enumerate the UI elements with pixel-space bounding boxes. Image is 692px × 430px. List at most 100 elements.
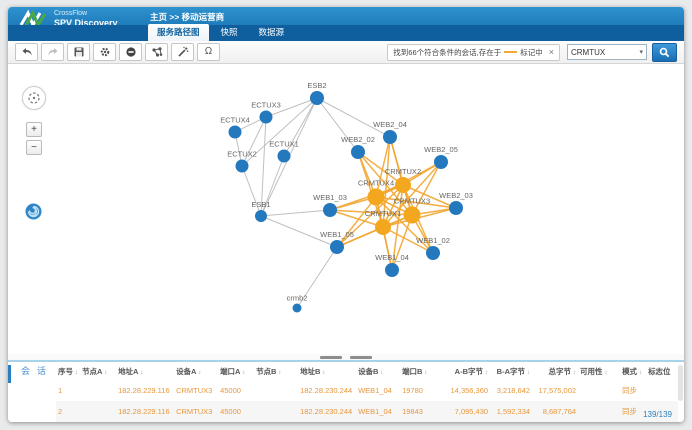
table-cell: 182.28.230.244 xyxy=(298,401,357,422)
sort-icon[interactable]: ↕ xyxy=(571,369,577,376)
table-cell: 19780 xyxy=(402,386,423,395)
settings-button[interactable] xyxy=(93,43,116,61)
graph-node-WEB2_05[interactable] xyxy=(434,155,448,169)
column-header: 标志位 xyxy=(648,367,671,376)
fit-view-button[interactable] xyxy=(22,86,46,110)
column-header[interactable]: 设备A ↕ xyxy=(176,367,202,376)
zoom-out-button[interactable]: − xyxy=(26,140,42,155)
column-header[interactable]: 端口B ↕ xyxy=(402,367,428,376)
tab-快照[interactable]: 快照 xyxy=(220,27,238,37)
chevron-down-icon[interactable]: ▾ xyxy=(639,49,643,56)
splitter-handle[interactable] xyxy=(320,355,342,359)
column-header[interactable]: 序号 ↕ xyxy=(58,367,79,376)
tab-服务路径图[interactable]: 服务路径图 xyxy=(148,24,209,41)
table-scrollbar[interactable] xyxy=(678,365,683,401)
column-header[interactable]: 设备B ↕ xyxy=(358,367,384,376)
column-header[interactable]: 总字节 ↕ xyxy=(548,367,577,376)
graph-node-WEB2_02[interactable] xyxy=(351,145,365,159)
graph-node-label: WEB1_03 xyxy=(313,193,347,202)
graph-node-CRMTUX3[interactable] xyxy=(403,206,421,224)
graph-node-ECTUX3[interactable] xyxy=(259,110,273,124)
sort-icon[interactable]: ↕ xyxy=(73,369,79,376)
graph-node-ECTUX2[interactable] xyxy=(235,159,249,173)
table-cell: 8,687,764 xyxy=(532,401,579,422)
graph-node-crmb2[interactable] xyxy=(292,303,302,313)
graph-node-label: ECTUX1 xyxy=(269,140,299,149)
sort-icon[interactable]: ↕ xyxy=(637,369,643,376)
column-header[interactable]: 端口A ↕ xyxy=(220,367,246,376)
table-cell: 3,218,642 xyxy=(496,386,531,395)
graph-node-WEB1_02[interactable] xyxy=(426,246,440,260)
graph-node-WEB2_03[interactable] xyxy=(449,201,463,215)
column-header[interactable]: 节点B ↕ xyxy=(256,367,282,376)
graph-edge-ECTUX2-ESB1 xyxy=(241,165,262,217)
graph-edge-CRMTUX3-WEB2_05 xyxy=(411,161,442,216)
save-button[interactable] xyxy=(67,43,90,61)
table-cell xyxy=(254,380,298,401)
graph-node-CRMTUX4[interactable] xyxy=(367,188,385,206)
undo-button[interactable] xyxy=(15,43,38,61)
sort-icon[interactable]: ↕ xyxy=(276,369,282,376)
sort-icon[interactable]: ↕ xyxy=(196,369,202,376)
sort-icon[interactable]: ↕ xyxy=(483,369,489,376)
column-header[interactable]: 地址B ↕ xyxy=(300,367,326,376)
sort-icon[interactable]: ↕ xyxy=(378,369,384,376)
disable-button[interactable] xyxy=(119,43,142,61)
table-row[interactable]: 2 182.28.229.116 CRMTUX3 45000 182.28.230.24… xyxy=(56,401,679,422)
search-combobox[interactable]: CRMTUX ▾ xyxy=(567,44,647,60)
save-icon xyxy=(74,47,83,57)
redo-button[interactable] xyxy=(41,43,64,61)
topology-canvas[interactable]: ESB2 ECTUX3 ECTUX4 ECTUX1 ECTUX2 WEB2_02 WEB2_… xyxy=(8,64,684,360)
graph-edge-WEB1_05-crmb2 xyxy=(296,246,338,309)
splitter-handle[interactable] xyxy=(350,355,372,359)
sort-icon[interactable]: ↕ xyxy=(525,369,531,376)
graph-edge-CRMTUX2-WEB1_05 xyxy=(336,184,404,248)
table-cell: 17,575,002 xyxy=(538,386,577,395)
zoom-in-button[interactable]: + xyxy=(26,122,42,137)
graph-edge-ESB1-WEB1_05 xyxy=(260,215,338,248)
notice-close-icon[interactable]: × xyxy=(548,47,554,57)
sort-icon[interactable]: ↕ xyxy=(602,369,608,376)
graph-node-WEB1_03[interactable] xyxy=(323,203,337,217)
session-panel-icon[interactable]: 会 xyxy=(21,366,31,376)
lasso-select-button[interactable]: Ω xyxy=(197,43,220,61)
graph-node-ESB2[interactable] xyxy=(310,91,324,105)
graph-node-CRMTUX2[interactable] xyxy=(395,177,411,193)
session-panel-icon[interactable]: 话 xyxy=(37,366,47,376)
app-logo: CrossFlow SPV Discovery xyxy=(18,9,118,29)
column-header[interactable]: 地址A ↕ xyxy=(118,367,144,376)
magic-wand-button[interactable] xyxy=(171,43,194,61)
breadcrumb[interactable]: 主页 >> 移动运营商 xyxy=(150,12,225,22)
graph-node-WEB2_04[interactable] xyxy=(383,130,397,144)
sort-icon[interactable]: ↕ xyxy=(138,369,144,376)
topology-layout-button[interactable] xyxy=(145,43,168,61)
graph-node-CRMTUX1[interactable] xyxy=(375,219,391,235)
column-header[interactable]: 可用性 ↕ xyxy=(580,367,608,376)
search-button[interactable] xyxy=(652,42,677,62)
column-header[interactable]: 模式 ↕ xyxy=(622,367,643,376)
spiral-layout-button[interactable] xyxy=(25,203,42,220)
column-header[interactable]: 节点A ↕ xyxy=(82,367,108,376)
panel-splitter[interactable] xyxy=(8,354,684,360)
graph-edge-ESB1-WEB1_03 xyxy=(260,209,331,217)
graph-node-ECTUX4[interactable] xyxy=(228,125,242,139)
sort-icon[interactable]: ↕ xyxy=(320,369,326,376)
table-cell: 同步 xyxy=(620,401,647,422)
graph-node-ESB1[interactable] xyxy=(255,210,267,222)
table-cell: CRMTUX3 xyxy=(176,386,213,395)
table-cell: WEB1_04 xyxy=(358,386,392,395)
tab-数据源[interactable]: 数据源 xyxy=(258,27,285,37)
table-row[interactable]: 1 182.28.229.116 CRMTUX3 45000 182.28.230.24… xyxy=(56,380,678,401)
column-header[interactable]: A-B字节 ↕ xyxy=(454,367,489,376)
table-cell: CRMTUX3 xyxy=(174,401,219,422)
sort-icon[interactable]: ↕ xyxy=(102,369,108,376)
graph-node-label: CRMTUX2 xyxy=(385,167,421,176)
sort-icon[interactable]: ↕ xyxy=(240,369,246,376)
graph-node-WEB1_04[interactable] xyxy=(385,263,399,277)
column-header[interactable]: B-A字节 ↕ xyxy=(496,367,531,376)
table-cell xyxy=(646,380,678,401)
graph-node-WEB1_05[interactable] xyxy=(330,240,344,254)
graph-node-ECTUX1[interactable] xyxy=(277,149,291,163)
sort-icon[interactable]: ↕ xyxy=(422,369,428,376)
